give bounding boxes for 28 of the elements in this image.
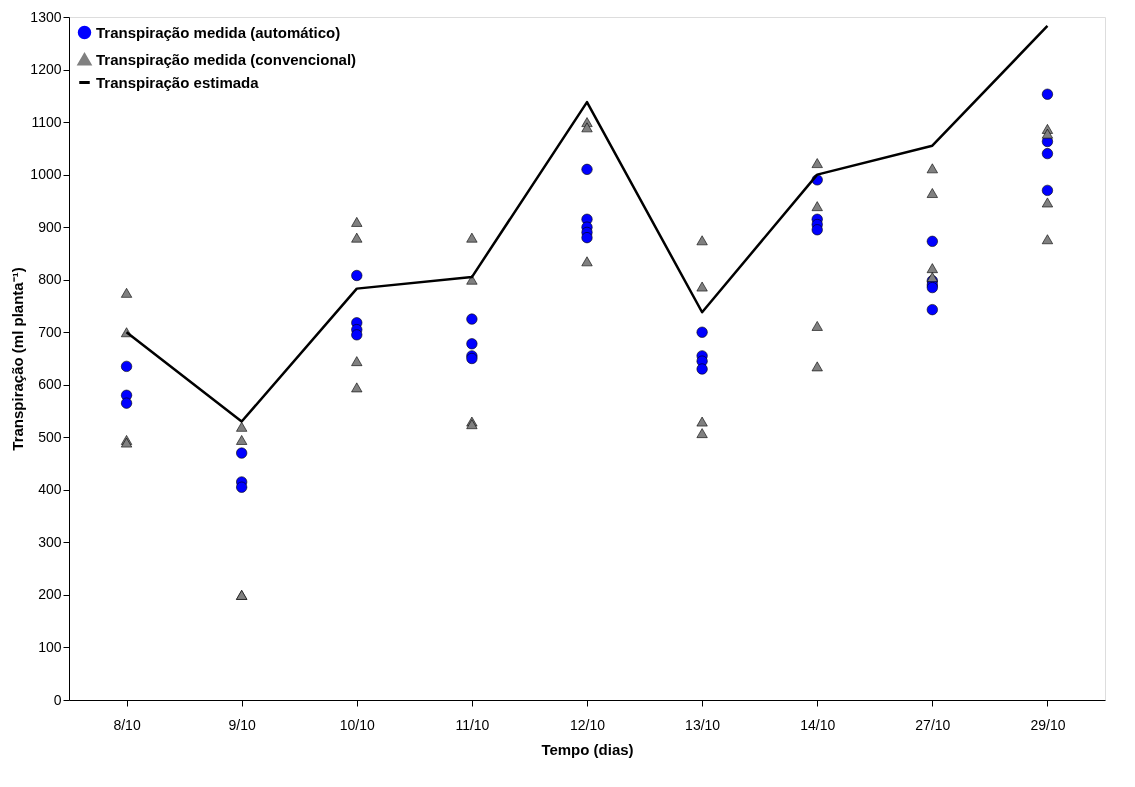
x-tick-label: 8/10: [113, 716, 141, 733]
y-tick-label: 800: [38, 271, 62, 288]
y-tick-label: 100: [38, 638, 62, 655]
x-tick-label: 12/10: [569, 716, 606, 733]
x-axis-title: Tempo (dias): [541, 740, 634, 758]
y-tick-label: 0: [53, 691, 62, 708]
y-tick-label: 1100: [31, 113, 62, 130]
y-tick-label: 600: [38, 376, 62, 393]
x-tick-label: 9/10: [228, 716, 256, 733]
y-tick-label: 700: [38, 323, 62, 340]
x-tick-label: 27/10: [915, 716, 951, 733]
x-tick-label: 13/10: [685, 716, 721, 733]
x-tick-label: 11/10: [455, 716, 490, 733]
y-tick-label: 200: [38, 586, 62, 603]
legend-label: Transpiração medida (convencional): [96, 50, 357, 68]
y-tick-label: 1200: [30, 61, 62, 78]
y-axis-title: Transpiração (ml planta⁻¹): [9, 267, 27, 451]
x-tick-label: 10/10: [339, 716, 375, 733]
y-tick-label: 400: [38, 481, 62, 498]
x-tick-label: 14/10: [800, 716, 836, 733]
y-tick-label: 900: [38, 218, 62, 235]
y-tick-label: 1000: [30, 166, 62, 183]
y-tick-label: 1300: [30, 8, 62, 25]
y-tick-label: 500: [38, 428, 62, 445]
y-tick-label: 300: [38, 533, 62, 550]
legend-label: Transpiração medida (automático): [96, 23, 341, 41]
legend-label: Transpiração estimada: [96, 73, 260, 91]
x-tick-label: 29/10: [1030, 716, 1066, 733]
